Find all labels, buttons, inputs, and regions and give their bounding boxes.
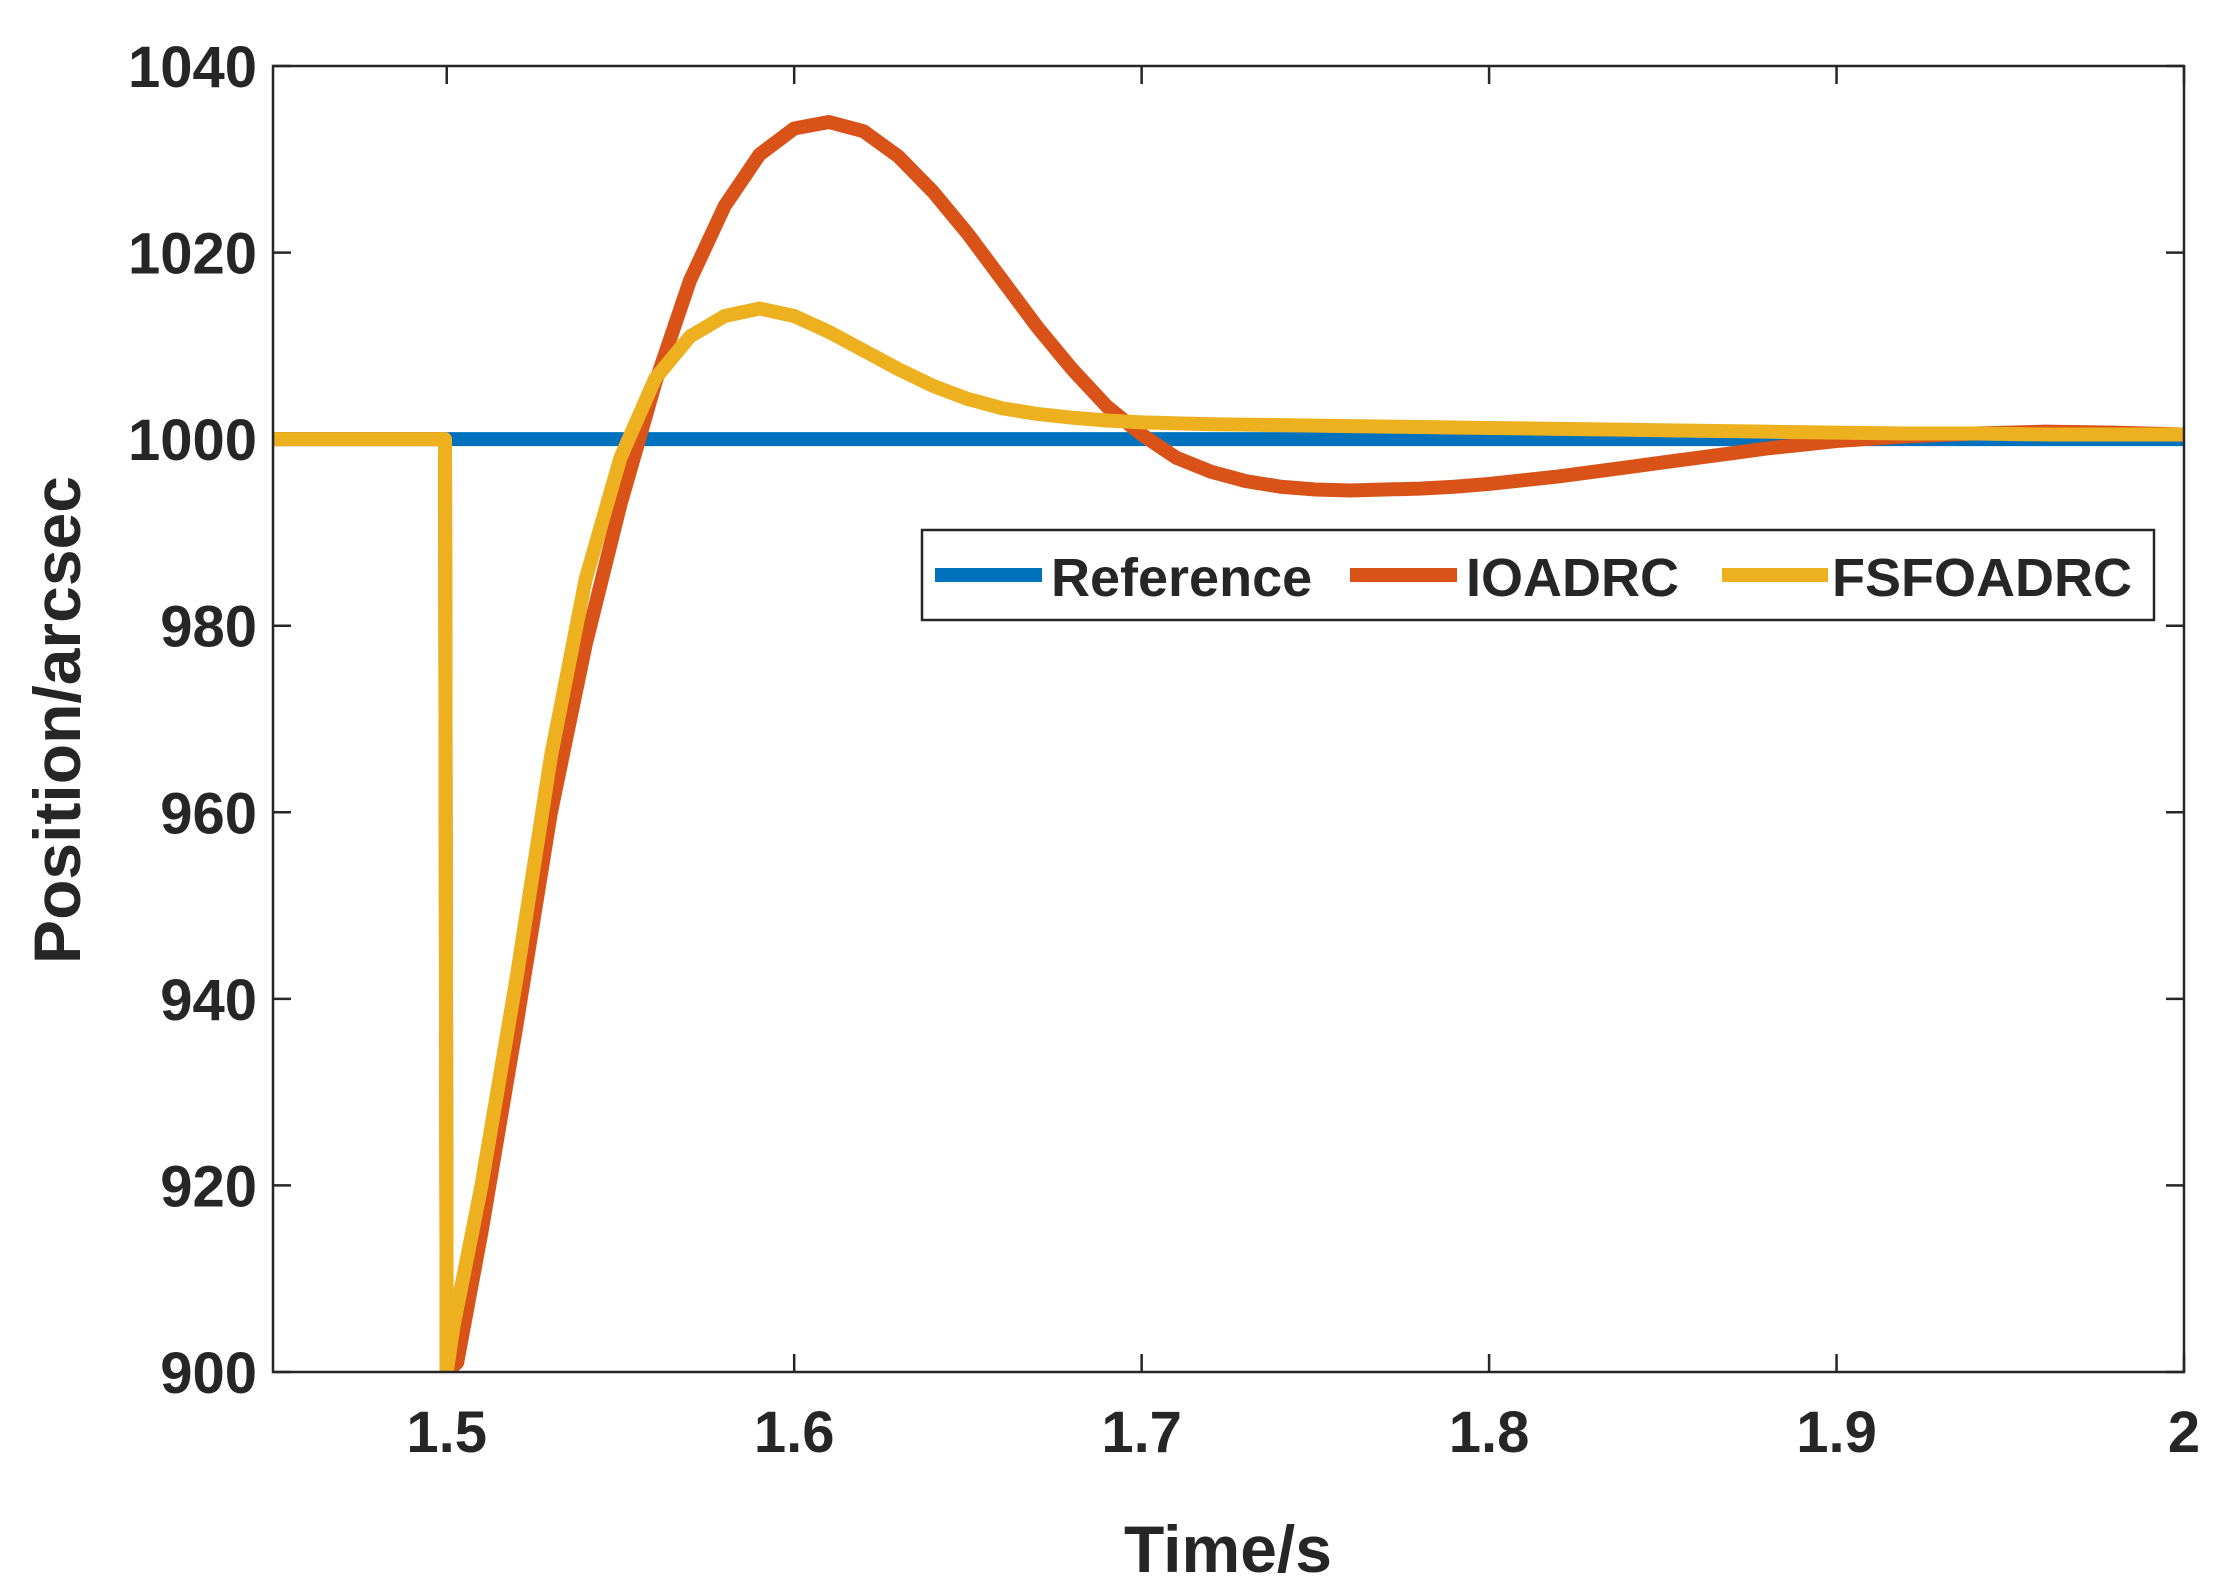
- plot-area: [273, 66, 2184, 1372]
- y-tick-label: 940: [160, 968, 257, 1033]
- legend-box: [920, 528, 2156, 622]
- legend-label-fsfoadrc: FSFOADRC: [1832, 548, 2132, 608]
- series-line-ioadrc: [273, 114, 2184, 1372]
- x-tick-label: 1.5: [406, 1400, 487, 1465]
- x-tick-label: 2: [2168, 1400, 2200, 1465]
- y-tick-label: 1020: [128, 222, 257, 287]
- series-layer: [273, 114, 2184, 1372]
- legend-label-ioadrc: IOADRC: [1466, 548, 1679, 608]
- y-tick-labels: 900 920 940 960 980 1000 1020 1040: [128, 35, 257, 1406]
- x-tick-labels: 1.5 1.6 1.7 1.8 1.9 2: [406, 1400, 2200, 1465]
- y-tick-label: 920: [160, 1154, 257, 1219]
- legend: Reference IOADRC FSFOADRC: [920, 528, 2156, 622]
- plot-frame: [271, 64, 2186, 1374]
- series-line-fsfoadrc: [273, 301, 2184, 1372]
- y-tick-label: 1040: [128, 35, 257, 100]
- y-tick-label: 980: [160, 595, 257, 660]
- x-axis-label: Time/s: [1124, 1512, 1332, 1586]
- y-tick-label: 1000: [128, 408, 257, 473]
- legend-label-reference: Reference: [1051, 548, 1312, 608]
- y-tick-label: 900: [160, 1341, 257, 1406]
- y-axis-label: Position/arcsec: [20, 476, 94, 964]
- x-tick-label: 1.7: [1101, 1400, 1182, 1465]
- y-tick-label: 960: [160, 781, 257, 846]
- x-tick-label: 1.9: [1796, 1400, 1877, 1465]
- x-tick-label: 1.6: [754, 1400, 835, 1465]
- x-tick-label: 1.8: [1449, 1400, 1530, 1465]
